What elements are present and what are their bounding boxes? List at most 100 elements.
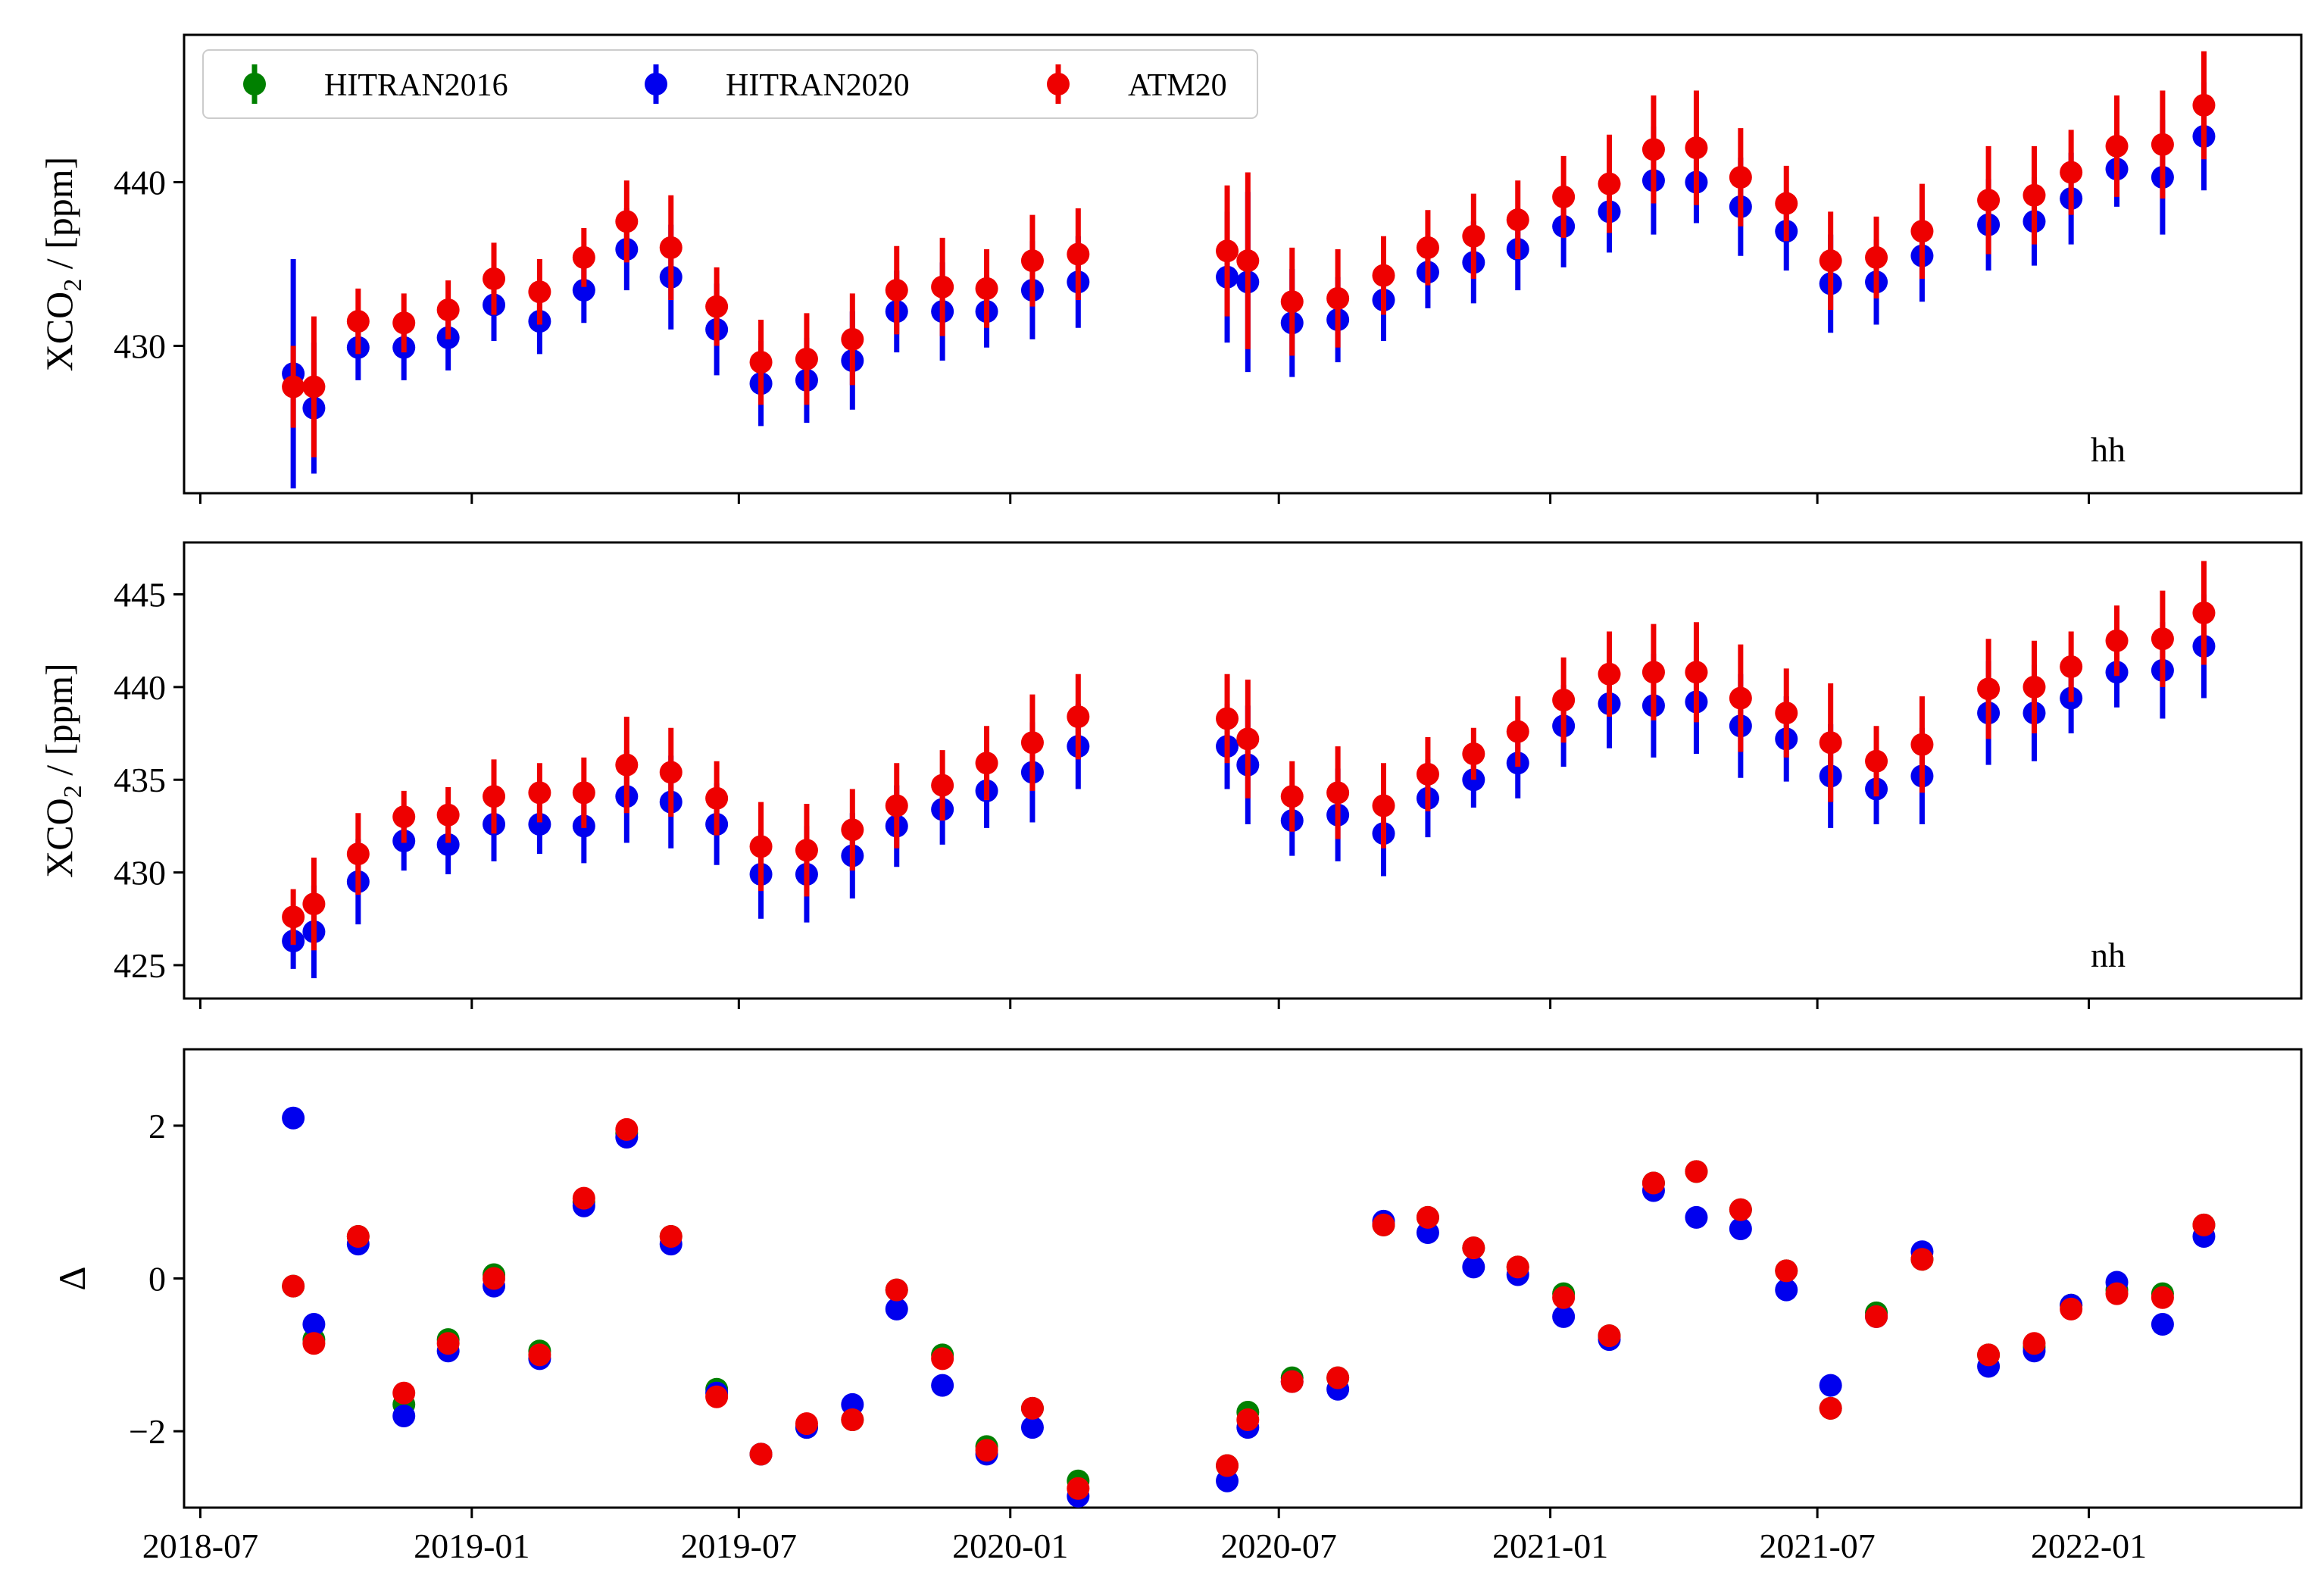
point-atm20 xyxy=(436,803,460,827)
point-atm20 xyxy=(528,1343,551,1367)
point-atm20 xyxy=(795,1412,818,1436)
difference-panel: −2 0 2 2018-07 2019-01 2019-07 2020-01 2020-07 2… xyxy=(51,1048,2303,1565)
x-tick-label: 2022-01 xyxy=(2031,1527,2147,1565)
point-atm20 xyxy=(483,785,506,808)
point-atm20 xyxy=(1552,1286,1576,1309)
point-atm20 xyxy=(302,1332,326,1355)
point-atm20 xyxy=(1326,1366,1350,1389)
point-atm20 xyxy=(1865,749,1888,773)
data-layer xyxy=(282,51,2216,489)
point-atm20 xyxy=(1865,1305,1888,1328)
legend-label: HITRAN2016 xyxy=(324,68,508,103)
y-axis-title-unit: / [ppm] xyxy=(38,663,80,785)
point-hitran2020 xyxy=(572,279,595,302)
legend-label: ATM20 xyxy=(1128,68,1227,103)
point-atm20 xyxy=(1326,781,1350,805)
point-atm20 xyxy=(1641,1171,1665,1195)
point-atm20 xyxy=(2060,1297,2083,1321)
point-atm20 xyxy=(528,280,551,304)
nh-panel: 425 430 435 440 445 XCO2 / [ppm] nh xyxy=(38,541,2303,1009)
point-atm20 xyxy=(975,1439,998,1462)
point-atm20 xyxy=(1977,1343,2001,1367)
point-atm20 xyxy=(572,1186,595,1210)
point-atm20 xyxy=(1280,290,1304,314)
hh-panel: 430 440 XCO2 / [ppm] hh xyxy=(38,33,2303,504)
legend-box xyxy=(202,49,1258,119)
point-atm20 xyxy=(931,275,954,298)
x-tick-label: 2020-07 xyxy=(1221,1527,1337,1565)
axes-frame xyxy=(183,541,2303,1000)
point-atm20 xyxy=(2105,134,2129,158)
point-atm20 xyxy=(2192,601,2216,624)
point-atm20 xyxy=(1598,662,1621,686)
point-hitran2020 xyxy=(436,833,460,856)
point-atm20 xyxy=(282,375,305,398)
x-tick-label: 2019-07 xyxy=(681,1527,797,1565)
point-atm20 xyxy=(1067,242,1090,266)
point-atm20 xyxy=(1067,705,1090,729)
legend: HITRAN2016 HITRAN2020 ATM20 xyxy=(202,49,1258,119)
y-axis-title-main: XCO xyxy=(38,798,80,878)
point-atm20 xyxy=(302,892,326,916)
point-hitran2020 xyxy=(1552,1305,1576,1328)
point-atm20 xyxy=(436,298,460,321)
y-axis-title: Δ xyxy=(51,1266,93,1290)
point-atm20 xyxy=(1641,138,1665,161)
point-atm20 xyxy=(885,794,908,817)
point-atm20 xyxy=(1216,707,1239,730)
point-atm20 xyxy=(841,327,864,351)
panel-label: nh xyxy=(2091,936,2126,974)
point-atm20 xyxy=(282,905,305,929)
point-hitran2020 xyxy=(392,1405,416,1427)
point-atm20 xyxy=(795,347,818,370)
point-atm20 xyxy=(1729,165,1752,189)
y-axis-title-unit: / [ppm] xyxy=(38,157,80,279)
y-tick-label: 0 xyxy=(148,1260,166,1299)
axes-frame xyxy=(183,33,2303,495)
point-atm20 xyxy=(1977,677,2001,701)
y-tick-label: 425 xyxy=(114,946,166,985)
point-atm20 xyxy=(1416,236,1439,259)
point-atm20 xyxy=(1552,689,1576,712)
point-atm20 xyxy=(1775,1259,1798,1283)
point-atm20 xyxy=(1910,733,1934,756)
point-atm20 xyxy=(1416,1205,1439,1229)
point-atm20 xyxy=(2023,183,2046,207)
y-tick-label: 440 xyxy=(114,668,166,707)
point-atm20 xyxy=(1372,1213,1395,1236)
point-atm20 xyxy=(1506,1255,1529,1279)
point-hitran2020 xyxy=(2151,1313,2174,1336)
point-atm20 xyxy=(1067,1477,1090,1500)
point-atm20 xyxy=(885,279,908,302)
point-atm20 xyxy=(1280,1370,1304,1393)
point-hitran2020 xyxy=(528,812,551,836)
point-atm20 xyxy=(1372,264,1395,287)
point-atm20 xyxy=(2060,655,2083,678)
point-atm20 xyxy=(2105,1282,2129,1305)
x-tick-label: 2021-01 xyxy=(1492,1527,1608,1565)
point-atm20 xyxy=(572,781,595,805)
point-atm20 xyxy=(1372,794,1395,817)
data-layer xyxy=(282,561,2216,979)
point-atm20 xyxy=(1462,742,1485,765)
y-tick-label: 435 xyxy=(114,761,166,799)
point-atm20 xyxy=(1552,185,1576,208)
point-atm20 xyxy=(1462,1236,1485,1260)
point-atm20 xyxy=(392,805,416,829)
point-hitran2020 xyxy=(1462,1255,1485,1279)
y-tick-label: 445 xyxy=(114,576,166,614)
point-hitran2020 xyxy=(885,1297,908,1321)
point-atm20 xyxy=(1236,727,1260,751)
point-atm20 xyxy=(392,311,416,335)
point-hitran2020 xyxy=(1020,1416,1044,1439)
point-atm20 xyxy=(1216,239,1239,263)
point-atm20 xyxy=(2023,675,2046,699)
point-atm20 xyxy=(1865,245,1888,269)
point-atm20 xyxy=(705,295,729,318)
point-atm20 xyxy=(2105,629,2129,652)
point-atm20 xyxy=(1775,192,1798,215)
legend-marker xyxy=(1047,73,1070,95)
point-atm20 xyxy=(841,818,864,842)
point-atm20 xyxy=(1685,661,1708,684)
